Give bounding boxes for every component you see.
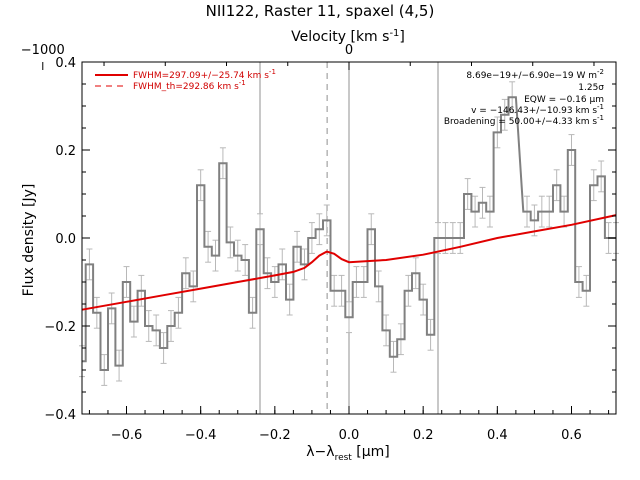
y-tick-label-1: −0.2 <box>44 320 76 335</box>
chart-title: NII122, Raster 11, spaxel (4,5) <box>206 2 435 20</box>
legend-entry-fwhm-th: FWHM_th=292.86 km s-1 <box>133 79 246 92</box>
y-axis-label: Flux density [Jy] <box>21 184 37 297</box>
ticks-layer: −0.6 −0.4 −0.2 0.0 0.2 0.4 0.6 −1000 0 1000 −0.4 −0… <box>21 43 640 443</box>
x-tick-label-3: 0.0 <box>339 428 360 443</box>
top-tick-label-0: −1000 <box>21 43 65 58</box>
bottom-axis-label: λ−λrest [μm] <box>306 444 390 463</box>
spectrum-histogram <box>82 96 616 371</box>
annotation-velocity: v = −146.43+/−10.93 km s-1 <box>471 103 604 116</box>
legend: FWHM=297.09+/−25.74 km s-1 FWHM_th=292.8… <box>95 68 276 92</box>
y-tick-label-2: 0.0 <box>55 232 76 247</box>
fit-curve <box>81 214 617 311</box>
legend-entry-fwhm: FWHM=297.09+/−25.74 km s-1 <box>133 68 276 81</box>
y-tick-label-3: 0.2 <box>55 144 76 159</box>
x-tick-label-4: 0.2 <box>413 428 434 443</box>
fit-annotations: 8.69e−19+/−6.90e−19 W m-2 1.25σ EQW = −0… <box>444 68 604 127</box>
annotation-line-flux: 8.69e−19+/−6.90e−19 W m-2 <box>466 68 604 81</box>
annotation-eqw: EQW = −0.16 μm <box>524 95 604 105</box>
x-tick-label-0: −0.6 <box>111 428 143 443</box>
y-tick-label-0: −0.4 <box>44 408 76 423</box>
top-axis-label: Velocity [km s-1] <box>291 28 405 45</box>
x-tick-label-5: 0.4 <box>487 428 508 443</box>
x-tick-label-6: 0.6 <box>561 428 582 443</box>
series-layer <box>79 81 619 386</box>
x-tick-label-1: −0.4 <box>185 428 217 443</box>
y-tick-label-4: 0.4 <box>55 56 76 71</box>
x-tick-label-2: −0.2 <box>259 428 291 443</box>
top-tick-label-1: 0 <box>345 43 353 58</box>
annotation-broadening: Broadening = 50.00+/−4.33 km s-1 <box>444 114 604 127</box>
top-tick-label-2: 1000 <box>639 43 640 58</box>
plot-area <box>259 62 439 414</box>
annotation-sigma: 1.25σ <box>578 83 604 93</box>
